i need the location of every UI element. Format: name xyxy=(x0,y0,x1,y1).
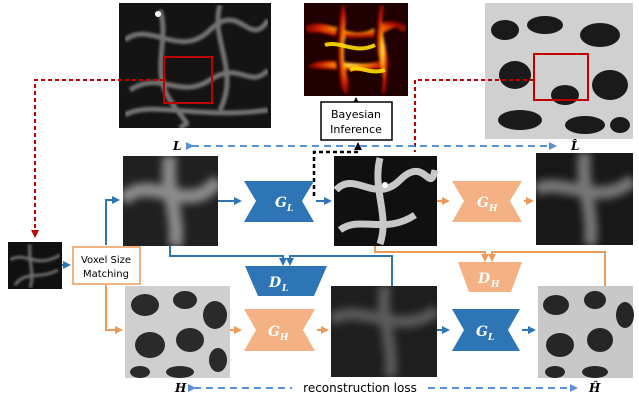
lowres-large-image xyxy=(119,3,271,128)
lowres-crop-image xyxy=(123,156,218,246)
uncertainty-heatmap-image xyxy=(304,3,408,96)
hires-large-image xyxy=(485,3,633,139)
svg-text:Bayesian: Bayesian xyxy=(331,108,381,121)
reconstructed-lowres-image xyxy=(536,153,633,245)
input-lowres-small-image xyxy=(8,242,62,289)
discriminator-dh: D H xyxy=(458,262,522,292)
generator-gl-top: G L xyxy=(244,181,314,222)
reconstruction-loss-label: reconstruction loss xyxy=(303,381,417,395)
svg-text:H: H xyxy=(490,280,500,290)
discriminator-dl: D L xyxy=(245,266,327,296)
label-H-hat: Ĥ xyxy=(588,380,601,395)
svg-text:G: G xyxy=(268,324,280,340)
hires-crop-image xyxy=(125,286,230,378)
voxel-size-matching-box: Voxel Size Matching xyxy=(73,247,140,284)
svg-text:G: G xyxy=(477,195,489,211)
reconstructed-hires-image xyxy=(538,286,634,378)
svg-text:Inference: Inference xyxy=(330,123,382,136)
label-H: H xyxy=(174,381,187,395)
svg-text:Voxel Size: Voxel Size xyxy=(81,255,131,266)
svg-text:H: H xyxy=(488,204,498,214)
svg-text:H: H xyxy=(279,333,289,343)
generator-gh-bottom: G H xyxy=(244,309,315,351)
generated-hires-image xyxy=(334,156,437,246)
svg-text:D: D xyxy=(268,275,282,291)
bayesian-inference-box: Bayesian Inference xyxy=(321,102,392,140)
generator-gh-top: G H xyxy=(452,181,522,222)
label-L-hat: L̂ xyxy=(570,138,579,153)
svg-text:L: L xyxy=(487,333,494,343)
svg-text:L: L xyxy=(281,284,288,294)
svg-text:D: D xyxy=(477,271,491,287)
generator-gl-bottom: G L xyxy=(452,309,520,351)
generated-lowres-image xyxy=(331,286,437,377)
svg-text:L: L xyxy=(286,204,293,214)
svg-text:G: G xyxy=(275,195,287,211)
svg-text:Matching: Matching xyxy=(83,269,129,280)
label-L: L xyxy=(172,139,181,153)
svg-text:G: G xyxy=(476,324,488,340)
